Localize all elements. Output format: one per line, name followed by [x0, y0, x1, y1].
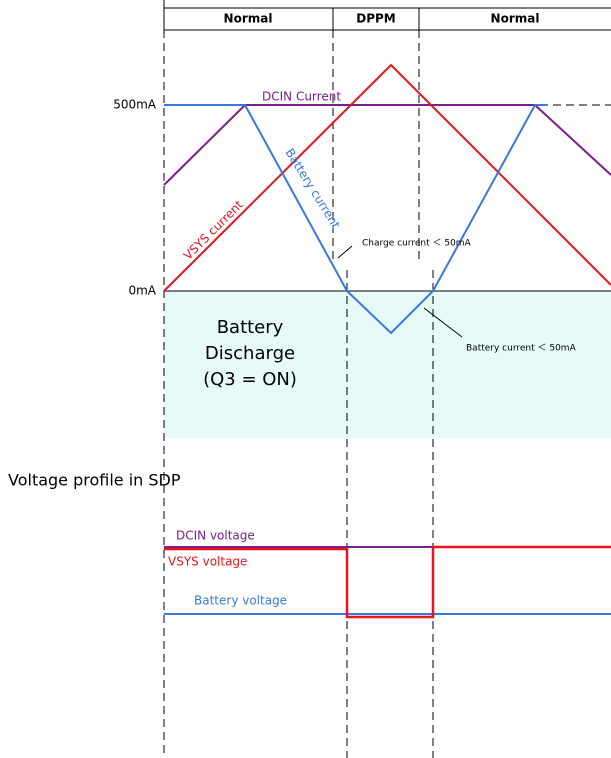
voltage-title: Voltage profile in SDP — [8, 471, 181, 490]
discharge-text: Discharge — [205, 343, 295, 364]
note: Battery current ＜ 50mA — [466, 344, 577, 354]
phase-label: Normal — [491, 12, 540, 26]
note-pointer — [337, 245, 353, 259]
axis-label: 500mA — [113, 98, 157, 112]
discharge-text: Battery — [217, 317, 284, 338]
phase-label: Normal — [224, 12, 273, 26]
battery-current — [164, 104, 545, 335]
note: Charge current ＜ 50mA — [362, 239, 472, 249]
discharge-region — [164, 291, 611, 438]
vsys-voltage-label: VSYS voltage — [168, 555, 247, 569]
dcin-current-label: DCIN Current — [262, 90, 341, 104]
dcin-current — [163, 104, 611, 186]
battery-voltage-label: Battery voltage — [194, 594, 287, 608]
vsys-voltage — [164, 545, 611, 619]
discharge-text: (Q3 = ON) — [203, 369, 297, 390]
phase-label: DPPM — [356, 12, 396, 26]
axis-label: 0mA — [128, 284, 156, 298]
phase-boundaries — [163, 30, 611, 758]
vsys-current-label: VSYS current — [181, 197, 246, 262]
vsys-current — [163, 63, 611, 292]
dcin-voltage-label: DCIN voltage — [176, 529, 255, 543]
note-pointer — [423, 307, 463, 338]
